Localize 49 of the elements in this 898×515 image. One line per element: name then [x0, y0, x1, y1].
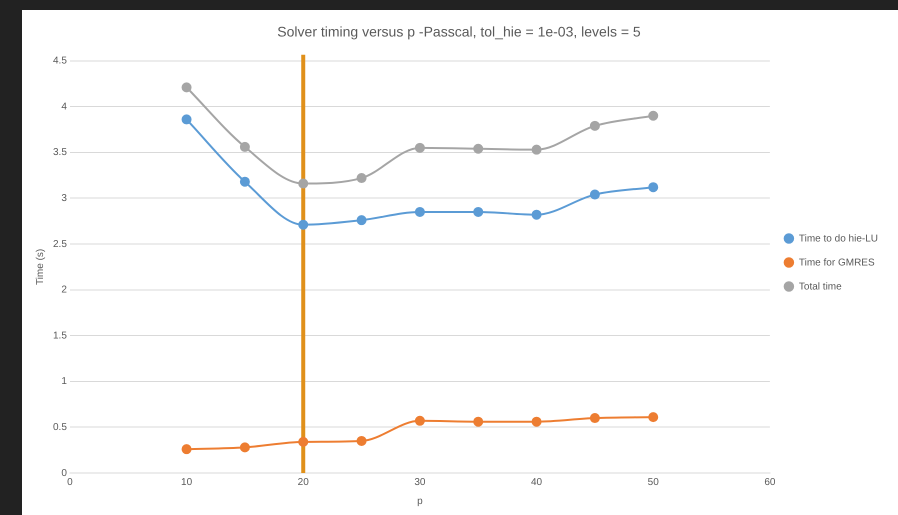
- point: [240, 442, 250, 452]
- y-tick-label: 3: [61, 192, 68, 204]
- y-tick-label: 4.5: [52, 56, 68, 67]
- x-tick-label: 10: [181, 476, 193, 488]
- point: [356, 173, 367, 184]
- y-tick-label: 1.5: [52, 330, 68, 342]
- point: [356, 436, 367, 446]
- x-tick-label: 60: [764, 476, 776, 488]
- point: [414, 416, 425, 426]
- point: [532, 210, 542, 220]
- x-axis-title: p: [417, 496, 424, 507]
- point: [182, 114, 192, 124]
- point: [473, 206, 484, 217]
- y-tick-label: 0: [61, 468, 68, 479]
- legend-label: Total time: [798, 281, 842, 292]
- x-tick-label: 30: [414, 476, 426, 488]
- y-tick-label: 4: [61, 101, 68, 112]
- point: [648, 412, 658, 422]
- point: [648, 182, 658, 192]
- point: [298, 436, 308, 447]
- point: [182, 444, 192, 454]
- point: [648, 110, 658, 121]
- point: [590, 190, 600, 200]
- y-tick-label: 0.5: [52, 422, 68, 433]
- x-tick-label: 20: [298, 476, 310, 488]
- point: [590, 120, 600, 131]
- y-axis-title: Time (s): [34, 248, 46, 286]
- point: [414, 206, 425, 217]
- y-tick-label: 2.5: [52, 238, 68, 250]
- y-tick-label: 2: [61, 284, 68, 296]
- point: [532, 144, 542, 155]
- point: [240, 176, 250, 187]
- point: [473, 416, 484, 427]
- x-tick-label: 40: [531, 476, 543, 488]
- y-tick-label: 1: [61, 376, 68, 388]
- point: [240, 142, 250, 152]
- y-tick-label: 3.5: [52, 147, 68, 158]
- point: [298, 220, 308, 230]
- point: [182, 82, 192, 92]
- point: [473, 144, 484, 154]
- point: [414, 142, 425, 153]
- point: [532, 416, 542, 427]
- point: [298, 178, 308, 189]
- x-tick-label: 50: [648, 476, 660, 488]
- point: [590, 413, 600, 424]
- point: [356, 215, 367, 226]
- chart-title: Solver timing versus p -Passcal, tol_hie = 1e-03, levels = 5: [277, 23, 641, 40]
- legend-label: Time for GMRES: [798, 257, 875, 268]
- legend-label: Time to do hie-LU: [798, 233, 878, 244]
